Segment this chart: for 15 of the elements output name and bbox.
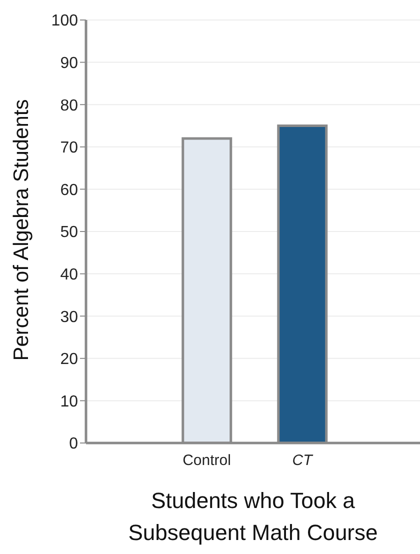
y-tick-label: 40 bbox=[60, 266, 78, 284]
y-tick-label: 90 bbox=[60, 54, 78, 72]
y-tick-label: 20 bbox=[60, 351, 78, 368]
y-tick-label: 60 bbox=[60, 182, 78, 199]
y-tick-label: 30 bbox=[60, 308, 78, 326]
x-axis-title: Students who Took a Subsequent Math Course bbox=[127, 487, 379, 547]
y-tick-label: 70 bbox=[60, 140, 78, 157]
y-tick-label: 100 bbox=[51, 12, 78, 30]
y-tick-label: 0 bbox=[69, 436, 78, 453]
x-tick-label: Control bbox=[182, 452, 231, 469]
y-tick-label: 50 bbox=[60, 224, 78, 242]
x-tick-label: CT bbox=[292, 452, 314, 469]
y-tick-label: 10 bbox=[60, 393, 78, 410]
y-axis-title: Percent of Algebra Students bbox=[10, 99, 34, 361]
y-tick-label: 80 bbox=[60, 97, 78, 114]
